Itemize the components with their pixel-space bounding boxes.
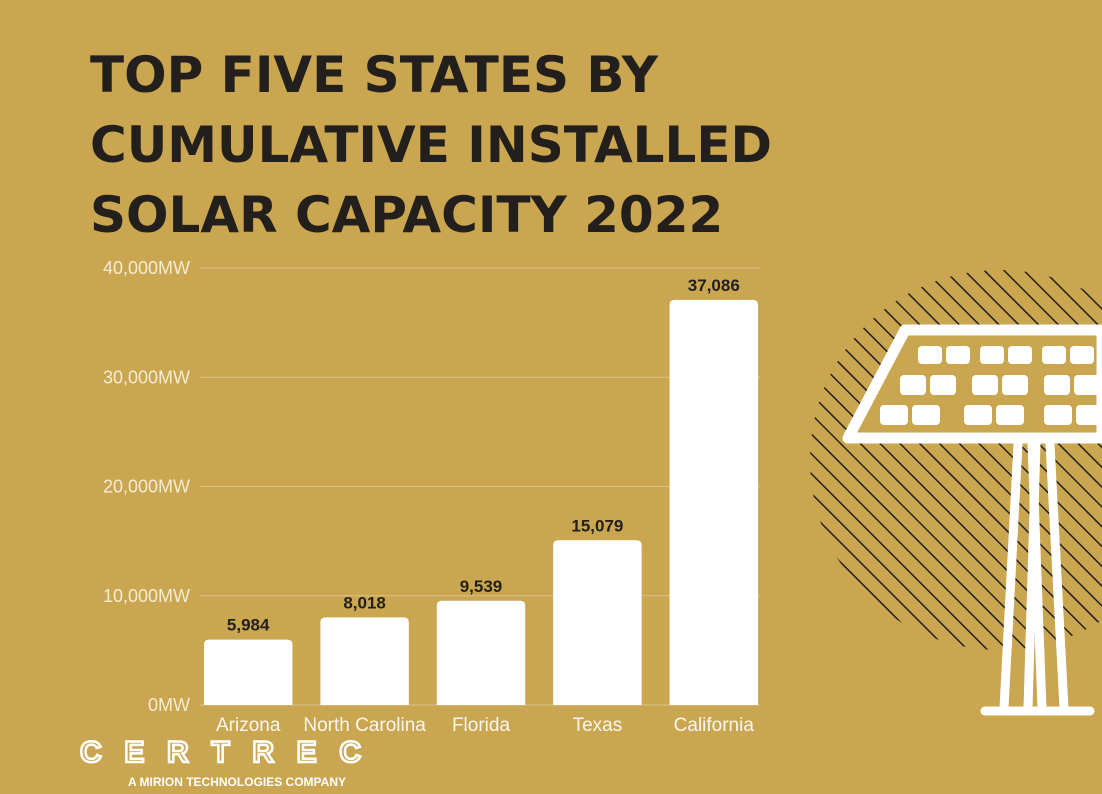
value-label: 5,984 — [227, 616, 270, 635]
value-label: 9,539 — [460, 577, 503, 596]
bar — [669, 299, 759, 705]
x-tick-label: California — [674, 715, 755, 736]
brand-name: CERTREC — [80, 736, 370, 769]
brand-tagline: A MIRION TECHNOLOGIES COMPANY — [128, 775, 346, 789]
chart-title: CUMULATIVE INSTALLED — [90, 116, 772, 174]
y-tick-label: 0MW — [148, 695, 190, 715]
y-tick-label: 40,000MW — [103, 258, 190, 278]
x-tick-label: Florida — [452, 715, 511, 736]
x-tick-label: Texas — [573, 715, 623, 736]
value-label: 8,018 — [343, 593, 386, 612]
y-tick-label: 20,000MW — [103, 477, 190, 497]
x-tick-label: Arizona — [216, 715, 281, 736]
y-tick-label: 10,000MW — [103, 586, 190, 606]
x-tick-label: North Carolina — [303, 715, 426, 736]
solar-illustration — [810, 270, 1102, 716]
value-label: 37,086 — [688, 276, 740, 295]
value-label: 15,079 — [571, 516, 623, 535]
chart-title: TOP FIVE STATES BY — [90, 46, 659, 104]
bar — [320, 617, 409, 705]
y-tick-label: 30,000MW — [103, 367, 190, 387]
bar — [553, 540, 642, 705]
chart-title: SOLAR CAPACITY 2022 — [90, 186, 723, 244]
bar — [203, 639, 293, 705]
bar — [436, 600, 526, 705]
